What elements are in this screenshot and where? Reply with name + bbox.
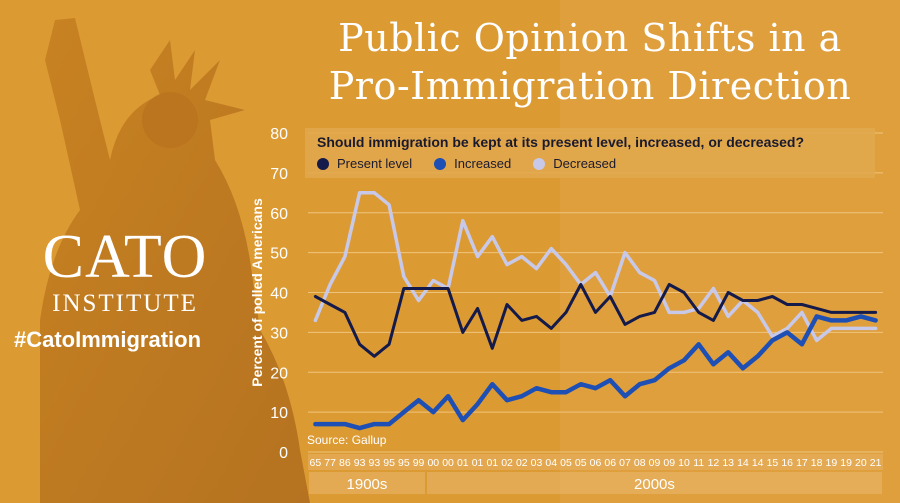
x-tick-label: 06 xyxy=(590,457,602,469)
x-tick-label: 93 xyxy=(369,457,381,469)
x-tick-label: 14 xyxy=(752,457,764,469)
x-tick-label: 09 xyxy=(663,457,675,469)
y-tick-label: 10 xyxy=(270,405,288,422)
x-tick-label: 65 xyxy=(310,457,322,469)
y-tick-label: 40 xyxy=(270,286,288,303)
x-tick-label: 17 xyxy=(796,457,808,469)
legend-label-decreased: Decreased xyxy=(553,156,617,171)
y-tick-label: 60 xyxy=(270,206,288,223)
x-tick-label: 21 xyxy=(870,457,882,469)
x-tick-label: 11 xyxy=(693,457,704,469)
y-tick-label: 30 xyxy=(270,325,288,342)
y-tick-label: 0 xyxy=(279,445,288,462)
x-tick-label: 14 xyxy=(737,457,749,469)
x-tick-label: 05 xyxy=(575,457,587,469)
x-tick-label: 19 xyxy=(826,457,838,469)
x-tick-label: 95 xyxy=(398,457,410,469)
x-group-label: 1900s xyxy=(347,476,388,493)
legend-label-present: Present level xyxy=(337,156,413,171)
x-tick-label: 19 xyxy=(840,457,852,469)
y-axis-label: Percent of polled Americans xyxy=(249,198,265,387)
chart-title: Public Opinion Shifts in a Pro-Immigrati… xyxy=(290,14,890,110)
x-group-band xyxy=(426,472,882,494)
x-tick-label: 13 xyxy=(722,457,734,469)
y-tick-label: 50 xyxy=(270,246,288,263)
x-tick-label: 86 xyxy=(339,457,351,469)
legend-swatch-decreased xyxy=(533,157,546,170)
legend-item-decreased: Decreased xyxy=(533,156,616,171)
legend-label-increased: Increased xyxy=(454,156,512,171)
x-tick-label: 18 xyxy=(811,457,823,469)
x-tick-label: 00 xyxy=(427,457,439,469)
x-tick-label: 01 xyxy=(457,457,469,469)
x-tick-band xyxy=(308,454,883,470)
y-tick-label: 80 xyxy=(270,126,288,143)
y-tick-label: 70 xyxy=(270,166,288,183)
x-tick-label: 02 xyxy=(501,457,513,469)
x-tick-label: 06 xyxy=(604,457,616,469)
title-line-2: Pro-Immigration Direction xyxy=(328,64,852,108)
legend-item-increased: Increased xyxy=(434,156,511,171)
x-group-label: 2000s xyxy=(634,476,675,493)
legend-item-present: Present level xyxy=(317,156,412,171)
x-tick-label: 07 xyxy=(619,457,631,469)
x-tick-label: 16 xyxy=(781,457,793,469)
x-tick-label: 01 xyxy=(486,457,498,469)
hashtag: #CatoImmigration xyxy=(14,327,202,352)
x-tick-label: 99 xyxy=(413,457,425,469)
x-tick-label: 95 xyxy=(383,457,395,469)
x-tick-label: 00 xyxy=(442,457,454,469)
series-line-increased xyxy=(313,314,878,431)
cato-logo: CATO xyxy=(42,223,208,291)
survey-question: Should immigration be kept at its presen… xyxy=(317,134,805,150)
series-line-present-level xyxy=(313,283,878,358)
x-tick-label: 09 xyxy=(649,457,661,469)
source-note: Source: Gallup xyxy=(307,433,387,447)
cato-institute-wordmark: INSTITUTE xyxy=(52,290,198,317)
x-tick-label: 20 xyxy=(855,457,867,469)
y-tick-label: 20 xyxy=(270,365,288,382)
x-tick-label: 15 xyxy=(767,457,779,469)
x-tick-label: 05 xyxy=(560,457,572,469)
x-tick-label: 10 xyxy=(678,457,690,469)
x-tick-label: 08 xyxy=(634,457,646,469)
x-tick-label: 03 xyxy=(531,457,543,469)
legend: Should immigration be kept at its presen… xyxy=(305,128,875,178)
x-tick-label: 01 xyxy=(472,457,484,469)
x-tick-label: 04 xyxy=(545,457,557,469)
x-tick-label: 77 xyxy=(324,457,336,469)
title-line-1: Public Opinion Shifts in a xyxy=(338,16,842,60)
x-group-band xyxy=(309,472,425,494)
x-tick-label: 12 xyxy=(708,457,720,469)
x-tick-label: 02 xyxy=(516,457,528,469)
series-line-decreased xyxy=(313,191,878,343)
x-tick-label: 93 xyxy=(354,457,366,469)
legend-swatch-present xyxy=(317,157,329,170)
legend-swatch-increased xyxy=(434,157,447,170)
